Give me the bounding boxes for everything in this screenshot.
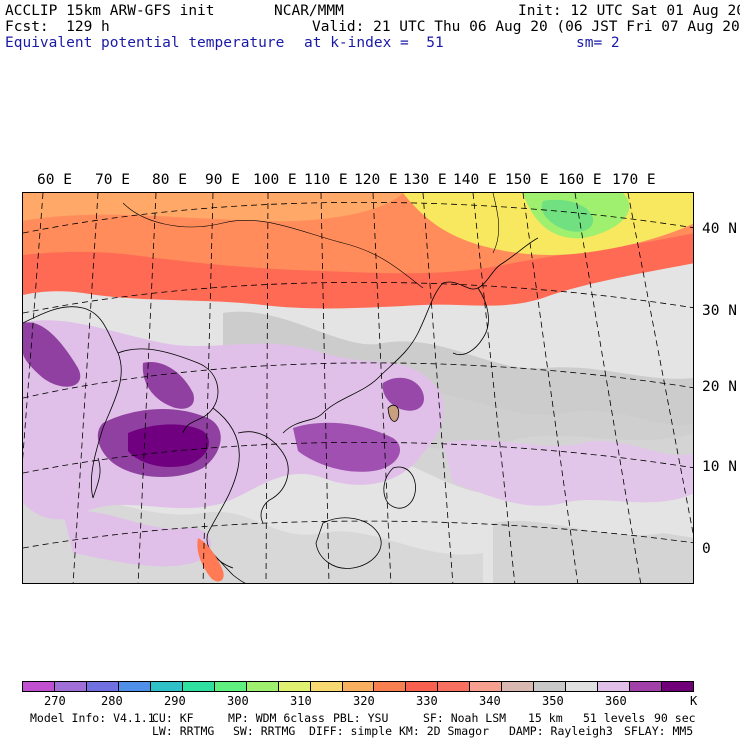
colorbar-segment [23,682,55,691]
colorbar-segment [374,682,407,691]
colorbar-segment [214,682,247,691]
damp-scheme: DAMP: Rayleigh3 [509,724,613,738]
colorbar-segment [630,682,663,691]
lon-label: 160 E [558,172,602,188]
colorbar-label: 340 [479,694,501,708]
colorbar-label: 330 [416,694,438,708]
colorbar-segment [438,682,471,691]
organization-label: NCAR/MMM [274,3,344,19]
colorbar-segment [246,682,279,691]
timestep: 90 sec [654,711,696,725]
lon-label: 70 E [95,172,130,188]
colorbar-segment [502,682,535,691]
lat-label: 20 N [702,379,737,395]
lon-label: 60 E [37,172,72,188]
lat-label: 30 N [702,303,737,319]
lon-label: 120 E [354,172,398,188]
lat-label: 40 N [702,221,737,237]
colorbar-label: 300 [227,694,249,708]
colorbar-label: 310 [290,694,312,708]
colorbar-segment [534,682,567,691]
colorbar [22,681,694,692]
colorbar-segment [310,682,343,691]
colorbar-segment [86,682,119,691]
lon-label: 90 E [205,172,240,188]
weather-map [22,192,694,584]
lat-label: 10 N [702,459,737,475]
valid-time: Valid: 21 UTC Thu 06 Aug 20 (06 JST Fri … [312,19,740,35]
colorbar-segment [54,682,87,691]
forecast-hour: Fcst: 129 h [5,19,110,35]
colorbar-segment [566,682,599,691]
lat-label: 0 [702,541,711,557]
field-name: Equivalent potential temperature [5,35,285,51]
pbl-scheme: PBL: YSU [333,711,389,725]
init-time: Init: 12 UTC Sat 01 Aug 20 [518,3,740,19]
lon-label: 150 E [505,172,549,188]
colorbar-unit: K [690,694,698,708]
colorbar-segment [182,682,215,691]
colorbar-label: 280 [101,694,123,708]
resolution: 15 km [528,711,563,725]
lon-label: 130 E [403,172,447,188]
mp-scheme: MP: WDM 6class [228,711,325,725]
colorbar-label: 270 [44,694,66,708]
cu-scheme: CU: KF [152,711,194,725]
sf-scheme: SF: Noah LSM [423,711,507,725]
sflay-scheme: SFLAY: MM5 [624,724,694,738]
model-info: Model Info: V4.1.1 [30,711,155,725]
colorbar-label: 360 [605,694,627,708]
diff-scheme: DIFF: simple [309,724,393,738]
colorbar-segment [662,682,694,691]
colorbar-label: 350 [542,694,564,708]
colorbar-segment [278,682,311,691]
smoothing: sm= 2 [576,35,620,51]
lon-label: 100 E [253,172,297,188]
sw-scheme: SW: RRTMG [233,724,296,738]
colorbar-segment [118,682,151,691]
lon-label: 80 E [152,172,187,188]
colorbar-segment [150,682,183,691]
map-field-svg [23,193,693,583]
colorbar-segment [598,682,631,691]
lon-label: 140 E [453,172,497,188]
levels: 51 levels [583,711,646,725]
km-scheme: KM: 2D Smagor [399,724,490,738]
colorbar-label: 290 [164,694,186,708]
model-title: ACCLIP 15km ARW-GFS init [5,3,215,19]
colorbar-segment [470,682,503,691]
colorbar-segment [406,682,439,691]
lon-label: 170 E [612,172,656,188]
colorbar-segment [342,682,375,691]
colorbar-label: 320 [353,694,375,708]
level-index: at k-index = 51 [304,35,444,51]
lon-label: 110 E [304,172,348,188]
lw-scheme: LW: RRTMG [152,724,215,738]
